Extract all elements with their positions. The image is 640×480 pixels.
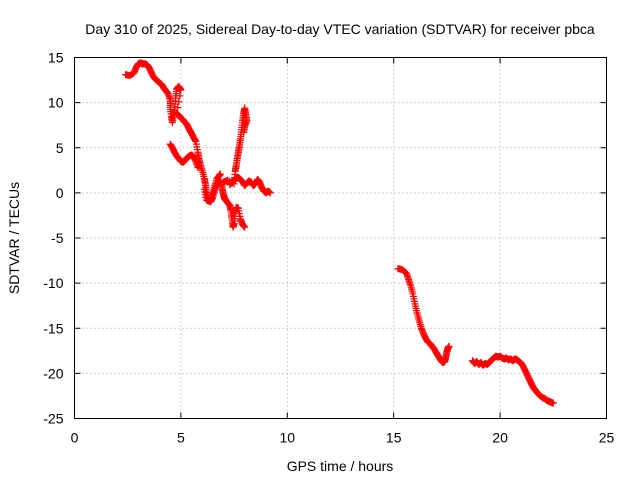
x-tick-label: 15 [386,430,402,446]
plot-frame [74,57,607,419]
x-tick-label: 10 [280,430,296,446]
data-point-marker [176,92,184,100]
y-tick-label: -15 [43,320,63,336]
y-tick-label: -5 [51,230,64,246]
x-tick-labels: 0 5 10 15 20 25 [71,430,615,446]
y-tick-label: 10 [48,95,64,111]
data-point-marker [266,189,274,197]
x-tick-label: 20 [492,430,508,446]
y-tick-label: 5 [56,140,64,156]
y-axis-label: SDTVAR / TECUs [6,182,22,294]
y-tick-label: -20 [43,365,63,381]
x-axis-label: GPS time / hours [287,458,394,474]
data-points [122,59,557,407]
data-point-marker [177,86,185,94]
data-point-marker [175,98,183,106]
grid [74,57,607,419]
x-tick-label: 25 [599,430,615,446]
data-point-marker [549,399,557,407]
x-tick-label: 5 [177,430,185,446]
data-point-marker [174,104,182,112]
data-point-marker [194,164,202,172]
y-tick-label: 15 [48,50,64,66]
chart-title: Day 310 of 2025, Sidereal Day-to-day VTE… [85,21,595,37]
y-tick-label: -25 [43,411,63,427]
data-point-marker [445,342,453,350]
data-point-marker [240,128,248,136]
data-point-marker [216,170,224,178]
y-tick-label: -10 [43,275,63,291]
data-point-marker [241,223,249,231]
y-tick-label: 0 [56,185,64,201]
x-tick-label: 0 [71,430,79,446]
y-tick-labels: 15 10 5 0 -5 -10 -15 -20 -25 [43,50,63,427]
